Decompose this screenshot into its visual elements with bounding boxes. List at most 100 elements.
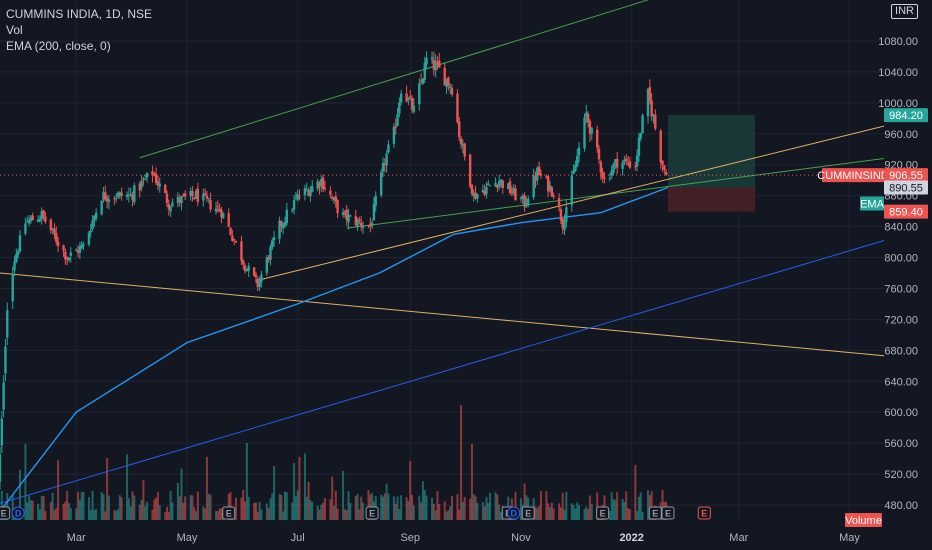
candle-body xyxy=(635,155,639,167)
volume-bar xyxy=(51,492,54,520)
candle-body xyxy=(100,200,103,215)
candle-body xyxy=(412,105,416,112)
candle-body xyxy=(65,257,69,260)
candle-body xyxy=(153,173,156,176)
volume-bar xyxy=(411,495,414,520)
candle-body xyxy=(247,266,250,271)
candle-body xyxy=(87,232,91,245)
volume-bar xyxy=(421,481,424,520)
volume-bar xyxy=(215,511,218,520)
candle-body xyxy=(294,197,298,199)
volume-bar xyxy=(483,506,486,520)
volume-bar xyxy=(460,405,463,520)
volume-bar xyxy=(322,502,325,520)
candle-body xyxy=(590,127,593,134)
candle-body xyxy=(383,163,387,165)
candle-body xyxy=(49,219,53,231)
volume-bar xyxy=(360,496,363,520)
volume-bar xyxy=(40,496,43,520)
volume-bar xyxy=(282,511,285,520)
candle-body xyxy=(51,228,54,230)
candle-body xyxy=(659,130,662,163)
position-zones xyxy=(667,115,756,212)
candle-body xyxy=(399,93,403,103)
candle-body xyxy=(285,209,289,224)
candle-body xyxy=(483,190,486,195)
volume-bar xyxy=(636,511,639,520)
x-tick-label: Mar xyxy=(729,532,748,544)
candle-body xyxy=(561,218,564,229)
candle-body xyxy=(227,213,230,227)
candle-body xyxy=(0,418,4,446)
time-axis[interactable]: Mar May Jul Sep Nov 2022 Mar May xyxy=(67,532,861,544)
volume-bar xyxy=(637,496,640,520)
candle-body xyxy=(303,188,307,196)
candle-body xyxy=(654,114,657,129)
volume-bar xyxy=(534,506,537,520)
candle-body xyxy=(664,172,668,176)
volume-bar xyxy=(342,470,345,520)
volume-legend[interactable]: Vol xyxy=(6,23,23,37)
volume-bar xyxy=(106,457,109,520)
candle-body xyxy=(588,120,592,135)
volume-bar xyxy=(472,494,475,520)
candle-body xyxy=(661,160,664,165)
candle-body xyxy=(292,200,296,210)
volume-bar xyxy=(650,491,653,520)
ema-legend[interactable]: EMA (200, close, 0) xyxy=(6,39,111,53)
symbol-tag-bg xyxy=(822,168,884,183)
volume-bar xyxy=(216,511,219,520)
symbol-title[interactable]: CUMMINS INDIA, 1D, NSE xyxy=(6,7,153,21)
candle-body xyxy=(470,184,474,194)
volume-bar xyxy=(260,509,263,520)
volume-bar xyxy=(329,499,332,520)
volume-bar xyxy=(514,491,517,520)
volume-bar xyxy=(49,501,52,520)
trend-lines xyxy=(0,0,885,504)
volume-bar xyxy=(431,497,434,520)
volume-bar xyxy=(77,491,80,520)
candle-body xyxy=(539,173,543,176)
volume-bar xyxy=(343,509,346,520)
candle-body xyxy=(345,209,348,221)
volume-bar xyxy=(305,496,308,520)
volume-bar xyxy=(115,510,118,520)
volume-bar xyxy=(550,502,553,520)
candle-body xyxy=(116,193,120,198)
candle-body xyxy=(423,62,426,80)
candle-body xyxy=(202,193,205,201)
volume-bar xyxy=(144,506,147,520)
event-marker-letter: D xyxy=(510,509,517,519)
event-marker-box xyxy=(661,506,675,520)
candle-body xyxy=(552,195,555,197)
candle-body xyxy=(256,278,259,287)
y-tick-label: 560.00 xyxy=(884,438,918,450)
volume-bar xyxy=(291,502,294,520)
candle-body xyxy=(523,195,526,208)
volume-bar xyxy=(623,501,626,520)
volume-bar xyxy=(218,508,221,520)
candlesticks xyxy=(0,51,668,490)
trend-line-blue-rising xyxy=(0,240,885,504)
volume-bar xyxy=(104,511,107,520)
candle-body xyxy=(0,454,2,482)
candle-body xyxy=(614,159,617,165)
currency-badge[interactable]: INR xyxy=(891,4,918,19)
volume-bar xyxy=(253,502,256,520)
event-marker: E xyxy=(0,506,11,520)
candle-body xyxy=(231,235,234,241)
candle-body xyxy=(182,194,185,196)
candle-body xyxy=(252,267,256,276)
chart-legend: CUMMINS INDIA, 1D, NSE Vol EMA (200, clo… xyxy=(6,6,152,54)
candle-body xyxy=(102,192,105,200)
candle-body xyxy=(332,197,336,200)
candle-body xyxy=(76,249,80,253)
volume-bar xyxy=(382,496,385,520)
volume-bar xyxy=(409,461,412,520)
candle-body xyxy=(637,137,641,156)
event-marker-box xyxy=(11,506,25,520)
candle-body xyxy=(628,161,632,168)
ema-price-label: 890.55 xyxy=(889,183,923,195)
volume-bar xyxy=(78,499,81,520)
